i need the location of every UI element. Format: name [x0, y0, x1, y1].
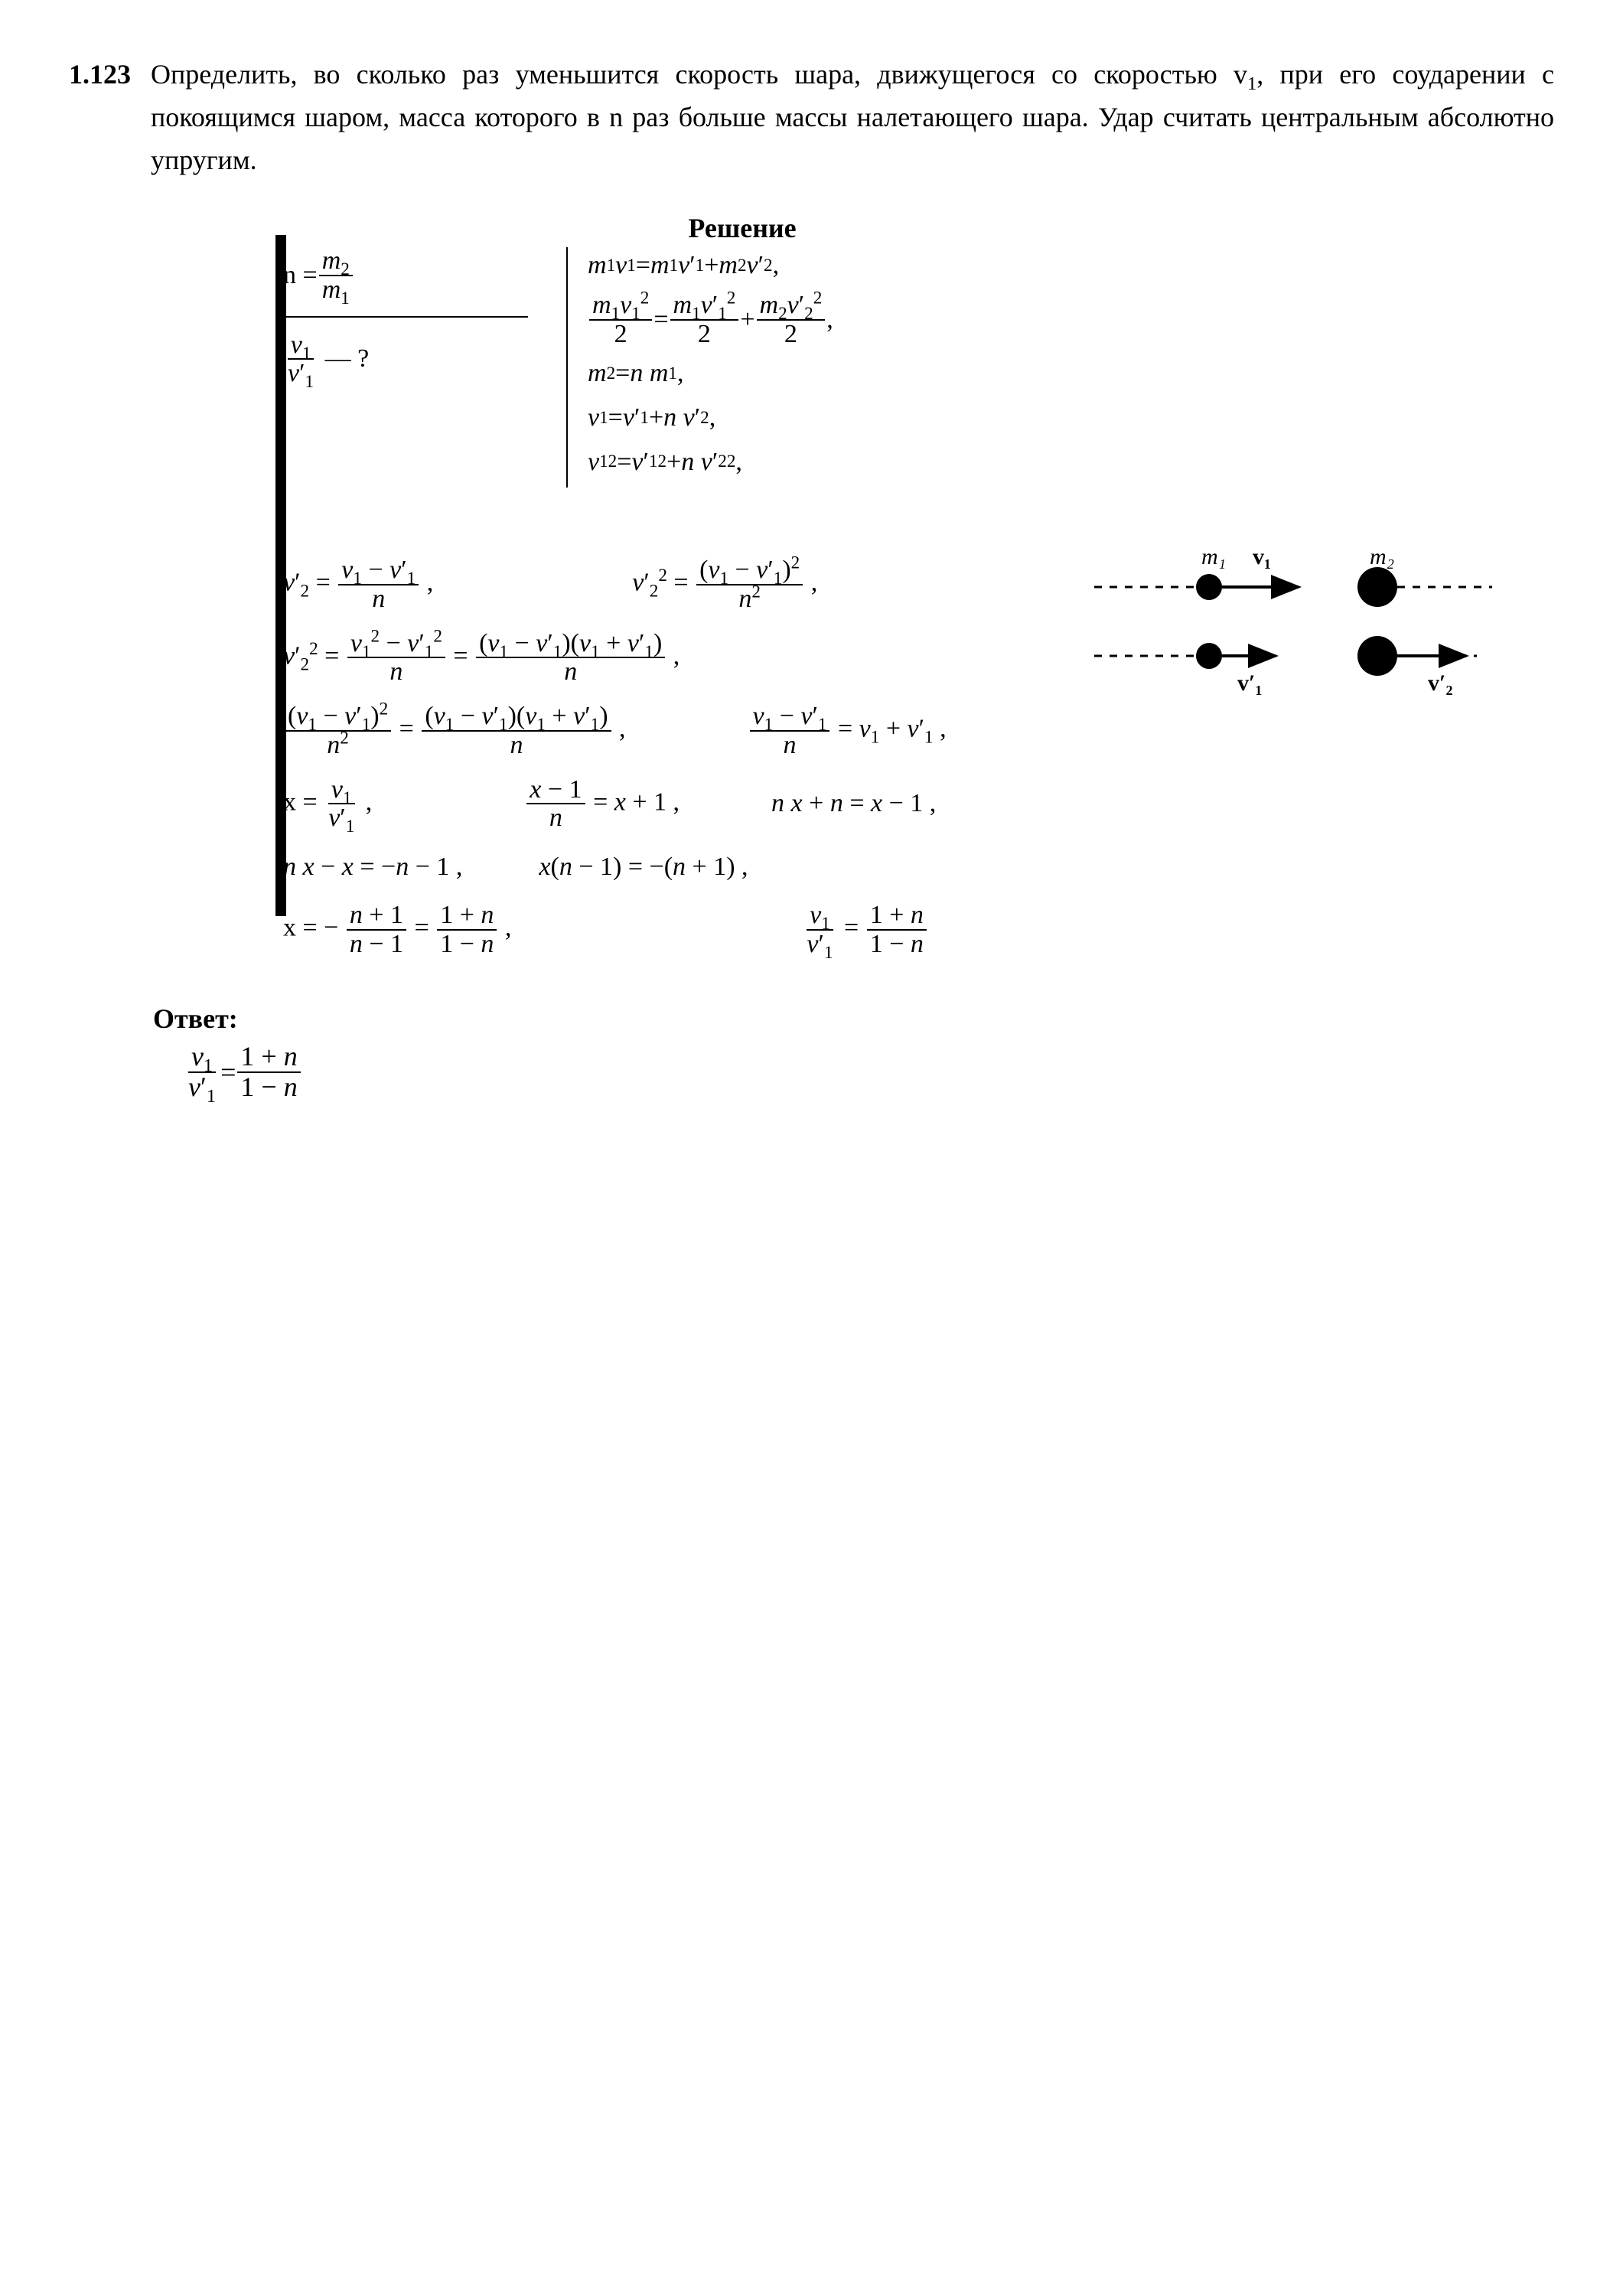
equation-part: v1v′1 = 1 + n1 − n	[802, 902, 927, 957]
solution-line: m1v1 = m1v′1 + m2v′2 ,	[588, 247, 1047, 284]
equation-part: v′2 = v1 − v′1n ,	[283, 556, 433, 612]
solution-line: v1 = v′1 + n v′2 ,	[588, 400, 1047, 436]
equation-part: x(n − 1) = −(n + 1) ,	[539, 849, 748, 885]
equation-part: v1 − v′1n = v1 + v′1 ,	[748, 703, 947, 758]
equation-part: x − 1n = x + 1 ,	[525, 776, 680, 832]
collision-diagram: m₁ v₁ m₂ v′₁ v′₂	[1094, 541, 1492, 725]
svg-text:v′₂: v′₂	[1428, 670, 1452, 696]
answer-equation: v1v′1 = 1 + n1 − n	[184, 1042, 302, 1102]
solution-title: Решение	[283, 212, 1201, 244]
problem-number: 1.123	[69, 54, 131, 96]
answer-block: Ответ: v1v′1 = 1 + n1 − n	[153, 1003, 302, 1102]
equation-part: x = v1v′1 ,	[283, 776, 372, 832]
solution-column: m1v1 = m1v′1 + m2v′2 , m1v122 = m1v′122 …	[566, 247, 1047, 488]
solution-line: m2 = n m1 ,	[588, 355, 1047, 392]
problem-row: 1.123 Определить, во сколько раз уменьши…	[69, 54, 1554, 181]
equation-part: v′22 = (v1 − v′1)2n2 ,	[632, 556, 817, 612]
given-line-1: n = m2m1	[283, 247, 528, 303]
equation-part: x = − n + 1n − 1 = 1 + n1 − n ,	[283, 902, 511, 957]
svg-text:m₁: m₁	[1201, 544, 1226, 569]
problem-text: Определить, во сколько раз уменьшится ск…	[151, 54, 1554, 181]
equation-part: v′22 = v12 − v′12n = (v1 − v′1)(v1 + v′1…	[283, 630, 680, 686]
given-line-2: v1v′1 — ?	[283, 331, 528, 387]
equation-part: n x − x = −n − 1 ,	[283, 849, 462, 885]
svg-text:m₂: m₂	[1370, 544, 1394, 569]
svg-text:v′₁: v′₁	[1237, 670, 1262, 696]
equation-part: n x + n = x − 1 ,	[771, 785, 936, 822]
solution-line: v12 = v′12 + n v′22 ,	[588, 444, 1047, 481]
solution-wide-line: x = − n + 1n − 1 = 1 + n1 − n , v1v′1 = 1…	[283, 902, 1247, 957]
given-box: n = m2m1 v1v′1 — ?	[283, 247, 528, 395]
solution-wide-line: x = v1v′1 , x − 1n = x + 1 , n x + n = x −…	[283, 776, 1247, 832]
given-divider	[283, 316, 528, 318]
solution-area: Решение n = m2m1 v1v′1 — ? m1v1 = m1v′1 …	[283, 212, 1507, 244]
diagram-content: m₁ v₁ m₂ v′₁ v′₂	[1094, 544, 1492, 696]
solution-line: m1v122 = m1v′122 + m2v′222 ,	[588, 292, 1047, 347]
solution-wide-line: n x − x = −n − 1 , x(n − 1) = −(n + 1) ,	[283, 849, 1247, 885]
page: 1.123 Определить, во сколько раз уменьши…	[0, 0, 1623, 2296]
svg-text:v₁: v₁	[1253, 544, 1271, 569]
equation-part: (v1 − v′1)2n2 = (v1 − v′1)(v1 + v′1)n ,	[283, 703, 626, 758]
answer-label: Ответ:	[153, 1003, 302, 1035]
